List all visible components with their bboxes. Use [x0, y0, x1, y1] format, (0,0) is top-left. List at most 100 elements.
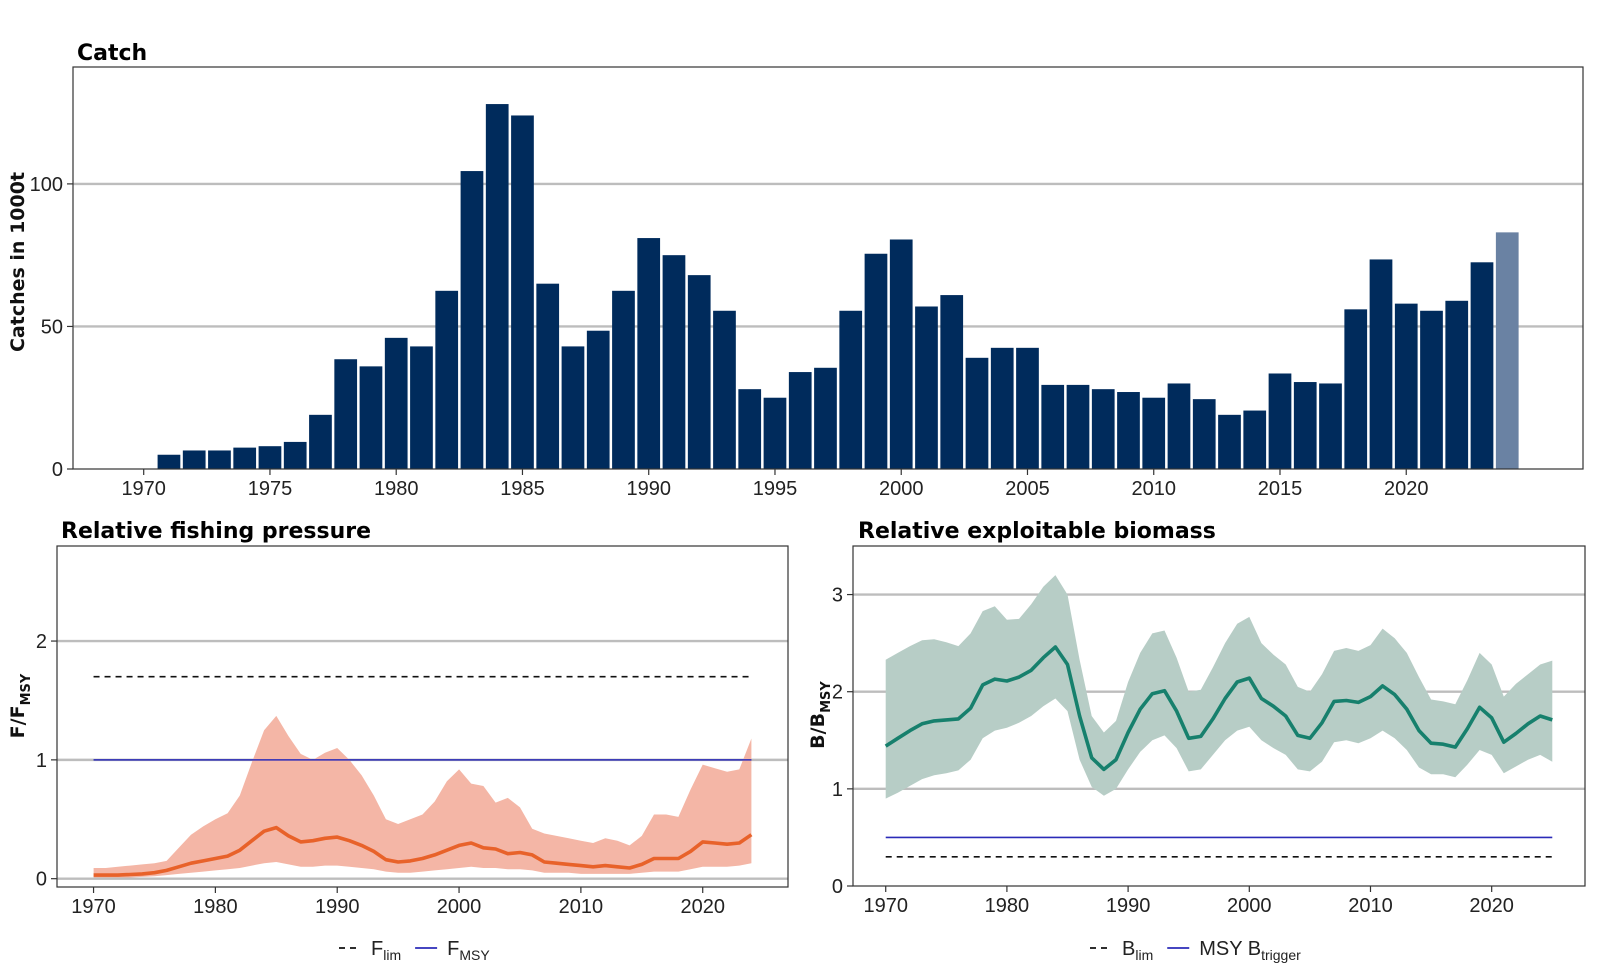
catch-gridlines	[73, 182, 1583, 328]
catch-bar	[915, 306, 938, 469]
catch-bar	[1319, 383, 1342, 469]
fishing-x-tick-label: 2000	[437, 896, 482, 918]
catch-bar	[1420, 310, 1443, 469]
catch-bar	[208, 450, 231, 469]
catch-bar	[1344, 309, 1368, 469]
catch-x-tick-label: 2015	[1258, 478, 1303, 500]
catch-bars	[157, 104, 1519, 470]
legend-label-main: F	[371, 938, 383, 960]
biomass-y-tick-label: 3	[832, 585, 843, 607]
catch-bar	[864, 253, 888, 469]
catch-bar	[687, 275, 711, 469]
biomass-y-axis-label-sub: MSY	[819, 681, 834, 713]
catch-y-tick-label: 100	[30, 174, 63, 196]
catch-y-tick-label: 50	[41, 316, 63, 338]
fishing-y-tick-label: 0	[36, 869, 47, 891]
legend-label-sub: lim	[383, 947, 401, 963]
biomass-title: Relative exploitable biomass	[858, 519, 1216, 544]
biomass-y-axis: 0 1 2 3	[832, 585, 853, 898]
legend-label-sub: MSY	[459, 947, 490, 963]
catch-bar	[561, 346, 585, 469]
catch-panel: Catch Catches in 1000t 1970 1975 1980 1985 1…	[7, 41, 1584, 500]
fishing-y-axis-label-main: F/F	[7, 705, 29, 738]
catch-bar	[1091, 389, 1115, 469]
catch-bar	[1142, 397, 1166, 469]
catch-bar	[334, 359, 358, 469]
fishing-x-tick-label: 1970	[71, 896, 116, 918]
catch-x-tick-label: 1985	[500, 478, 545, 500]
biomass-series	[884, 575, 1553, 858]
catch-y-axis-label: Catches in 1000t	[7, 172, 29, 352]
fishing-x-tick-label: 1990	[315, 896, 360, 918]
fishing-y-axis-label: F/FMSY	[7, 673, 34, 738]
fishing-y-tick-label: 1	[36, 750, 47, 772]
catch-bar	[384, 337, 408, 469]
catch-bar	[435, 290, 459, 469]
catch-bar	[283, 441, 307, 469]
catch-bar	[738, 389, 762, 469]
catch-bar	[1167, 383, 1191, 469]
fishing-x-tick-label: 2020	[680, 896, 725, 918]
catch-x-tick-label: 2010	[1131, 478, 1176, 500]
fishing-legend-label-msy: FMSY	[447, 938, 490, 963]
biomass-y-tick-label: 0	[832, 876, 843, 898]
biomass-x-tick-label: 1980	[985, 895, 1030, 917]
catch-bar	[1117, 392, 1140, 469]
biomass-plot-frame	[852, 545, 1586, 887]
catch-bar	[1470, 262, 1494, 469]
catch-bar	[511, 115, 534, 470]
fishing-x-axis: 1970 1980 1990 2000 2010 2020	[71, 887, 725, 918]
catch-x-tick-label: 1970	[121, 478, 166, 500]
catch-bar	[1016, 347, 1039, 469]
fishing-pressure-panel: Relative fishing pressure F/FMSY 1970 198…	[7, 519, 789, 963]
catch-bar	[182, 450, 206, 469]
biomass-x-axis: 1970 1980 1990 2000 2010 2020	[863, 886, 1514, 917]
catch-bar	[1293, 382, 1317, 469]
biomass-y-tick-label: 2	[832, 682, 843, 704]
catch-bar	[586, 330, 610, 469]
biomass-y-axis-label: B/BMSY	[807, 681, 834, 749]
catch-x-tick-label: 1980	[374, 478, 419, 500]
biomass-estimate-line	[884, 645, 1553, 772]
catch-x-tick-label: 2000	[879, 478, 924, 500]
biomass-y-tick-label: 1	[832, 779, 843, 801]
fishing-y-axis-label-sub: MSY	[19, 673, 34, 705]
catch-x-tick-label: 1995	[753, 478, 798, 500]
catch-bar	[1268, 373, 1292, 469]
catch-bar	[233, 447, 257, 469]
catch-bar	[637, 238, 661, 469]
catch-bar-projected	[1495, 232, 1519, 469]
fishing-y-axis: 0 1 2	[36, 631, 57, 891]
legend-label-sub: trigger	[1261, 947, 1301, 963]
biomass-x-tick-label: 1970	[863, 895, 908, 917]
catch-title: Catch	[77, 41, 147, 66]
catch-bar	[889, 239, 913, 469]
catch-bar	[410, 346, 433, 469]
legend-label-main: B	[1122, 938, 1135, 960]
fishing-estimate-line	[93, 825, 753, 877]
catch-bar	[309, 414, 332, 469]
catch-bar	[1192, 399, 1216, 469]
catch-bar	[485, 104, 509, 469]
catch-bar	[1218, 414, 1241, 469]
catch-bar	[940, 295, 964, 469]
biomass-panel: Relative exploitable biomass B/BMSY 1970…	[807, 519, 1586, 963]
biomass-legend-label-lim: Blim	[1122, 938, 1153, 963]
fishing-x-tick-label: 2010	[559, 896, 604, 918]
catch-x-tick-label: 1975	[248, 478, 293, 500]
fishing-legend: Flim FMSY	[339, 938, 490, 963]
biomass-confidence-band	[885, 575, 1553, 799]
catch-bar	[1066, 384, 1090, 469]
biomass-x-tick-label: 2020	[1469, 895, 1514, 917]
fishing-pressure-title: Relative fishing pressure	[61, 519, 371, 544]
catch-bar	[612, 290, 635, 469]
fishing-series	[93, 675, 753, 878]
legend-label-main: F	[447, 938, 459, 960]
catch-bar	[1394, 303, 1418, 469]
catch-bar	[258, 446, 282, 469]
catch-bar	[713, 310, 736, 469]
catch-bar	[1445, 300, 1469, 469]
biomass-legend-label-trigger: MSY Btrigger	[1199, 938, 1301, 963]
catch-bar	[763, 397, 787, 469]
